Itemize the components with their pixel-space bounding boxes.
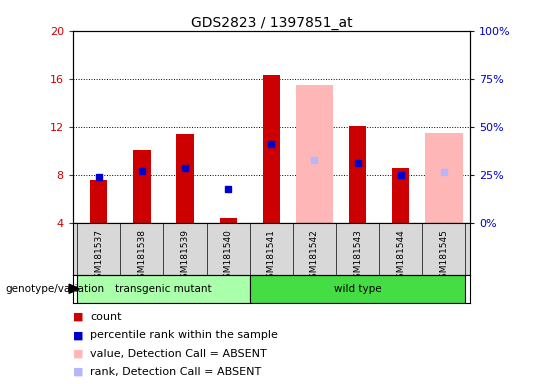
Text: percentile rank within the sample: percentile rank within the sample [90,330,278,340]
Text: wild type: wild type [334,284,381,294]
Text: ■: ■ [73,330,83,340]
Text: ■: ■ [73,312,83,322]
Text: GSM181540: GSM181540 [224,229,233,284]
Text: count: count [90,312,122,322]
Text: GSM181539: GSM181539 [180,229,190,284]
Text: GSM181544: GSM181544 [396,229,406,284]
Bar [90,180,107,223]
Text: GSM181538: GSM181538 [137,229,146,284]
Text: GSM181541: GSM181541 [267,229,276,284]
Bar [250,275,465,303]
Text: GSM181545: GSM181545 [440,229,448,284]
Bar [392,167,409,223]
Text: GSM181542: GSM181542 [310,229,319,284]
Bar [177,134,194,223]
Bar [77,275,250,303]
Text: ■: ■ [73,367,83,377]
Bar [220,218,237,223]
Text: ■: ■ [73,349,83,359]
Bar [295,85,334,223]
Text: genotype/variation: genotype/variation [5,284,105,294]
Text: rank, Detection Call = ABSENT: rank, Detection Call = ABSENT [90,367,261,377]
Text: GSM181537: GSM181537 [94,229,103,284]
Text: transgenic mutant: transgenic mutant [115,284,212,294]
Polygon shape [69,284,79,293]
Bar [263,75,280,223]
Bar [349,126,366,223]
Bar [133,149,151,223]
Title: GDS2823 / 1397851_at: GDS2823 / 1397851_at [191,16,352,30]
Bar [425,133,463,223]
Text: GSM181543: GSM181543 [353,229,362,284]
Text: value, Detection Call = ABSENT: value, Detection Call = ABSENT [90,349,267,359]
